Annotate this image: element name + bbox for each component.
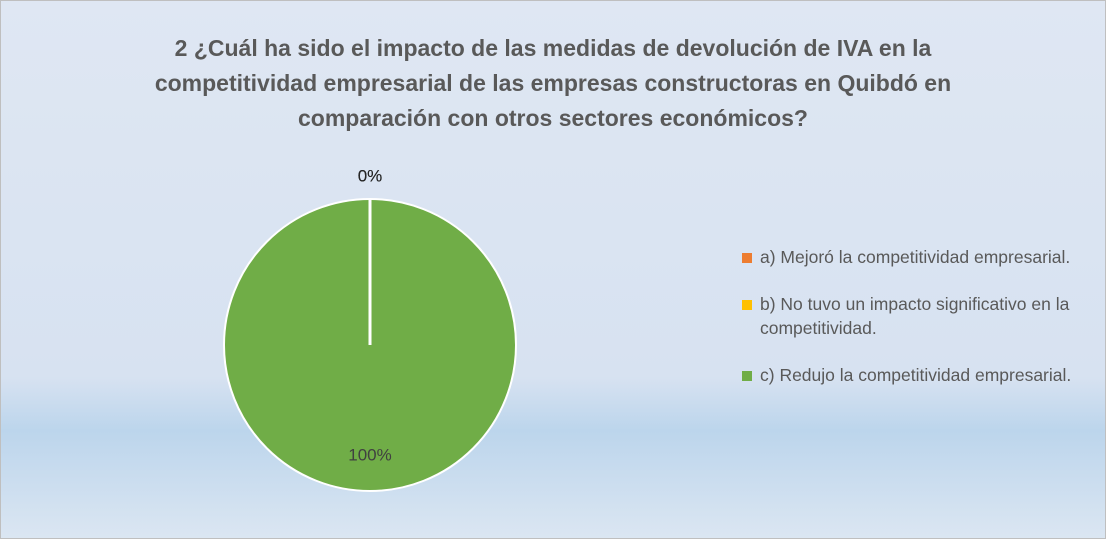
legend-label: b) No tuvo un impacto significativo en l… <box>760 294 1070 338</box>
legend-swatch <box>742 300 752 310</box>
legend-label: a) Mejoró la competitividad empresarial. <box>760 247 1071 267</box>
legend-item: b) No tuvo un impacto significativo en l… <box>739 292 1079 340</box>
chart-title: 2 ¿Cuál ha sido el impacto de las medida… <box>154 35 952 131</box>
legend-swatch <box>742 253 752 263</box>
data-label: 0% <box>358 166 383 185</box>
legend-label: c) Redujo la competitividad empresarial. <box>760 365 1072 385</box>
legend-item: c) Redujo la competitividad empresarial. <box>739 363 1079 387</box>
data-label: 0% <box>358 166 383 185</box>
legend-swatch <box>742 371 752 381</box>
data-label: 100% <box>348 445 391 464</box>
legend-item: a) Mejoró la competitividad empresarial. <box>739 245 1079 269</box>
legend: a) Mejoró la competitividad empresarial.… <box>739 245 1079 410</box>
